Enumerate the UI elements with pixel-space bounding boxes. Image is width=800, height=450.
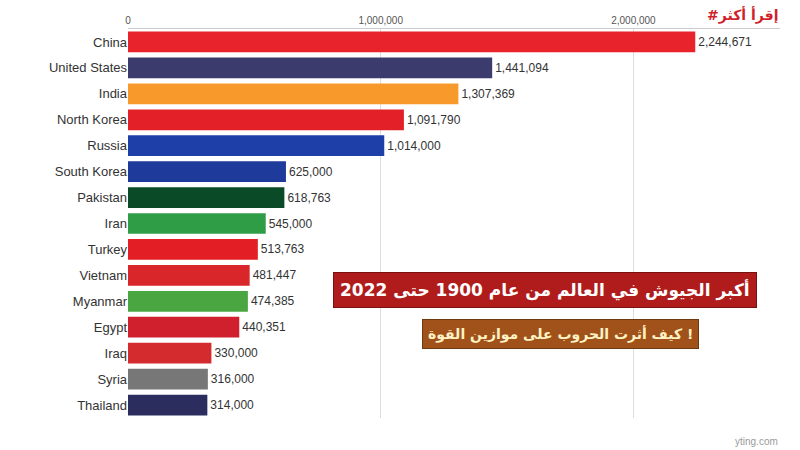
svg-text:316,000: 316,000 (211, 372, 255, 386)
svg-text:Turkey: Turkey (88, 242, 128, 257)
svg-text:625,000: 625,000 (289, 165, 333, 179)
svg-text:Myanmar: Myanmar (73, 294, 128, 309)
svg-text:Russia: Russia (87, 138, 128, 153)
svg-text:1,000,000: 1,000,000 (358, 15, 403, 26)
svg-text:United States: United States (49, 60, 128, 75)
svg-text:Pakistan: Pakistan (77, 190, 127, 205)
svg-text:1,014,000: 1,014,000 (387, 139, 441, 153)
svg-text:South Korea: South Korea (55, 164, 128, 179)
svg-text:yting.com: yting.com (735, 436, 778, 447)
svg-text:2,000,000: 2,000,000 (611, 15, 656, 26)
svg-text:Iran: Iran (105, 216, 127, 231)
svg-text:314,000: 314,000 (210, 398, 254, 412)
svg-text:330,000: 330,000 (214, 346, 258, 360)
svg-text:2,244,671: 2,244,671 (698, 35, 752, 49)
svg-text:كيف أثرت الحروب على موازين الق: كيف أثرت الحروب على موازين القوة ! (428, 325, 693, 343)
svg-text:0: 0 (125, 15, 131, 26)
svg-text:1,307,369: 1,307,369 (461, 87, 515, 101)
svg-text:North Korea: North Korea (57, 112, 128, 127)
svg-text:Iraq: Iraq (105, 346, 127, 361)
svg-text:545,000: 545,000 (269, 217, 313, 231)
svg-text:474,385: 474,385 (251, 294, 295, 308)
svg-text:China: China (93, 35, 128, 50)
svg-text:Syria: Syria (97, 372, 127, 387)
svg-text:أكبر الجيوش في العالم من عام 1: أكبر الجيوش في العالم من عام 1900 حتى 20… (340, 279, 750, 301)
svg-text:India: India (99, 86, 128, 101)
svg-text:1,091,790: 1,091,790 (407, 113, 461, 127)
svg-text:Egypt: Egypt (94, 320, 128, 335)
svg-text:Thailand: Thailand (77, 398, 127, 413)
svg-text:618,763: 618,763 (287, 191, 331, 205)
svg-text:Vietnam: Vietnam (80, 268, 127, 283)
svg-text:1,441,094: 1,441,094 (495, 61, 549, 75)
svg-text:481,447: 481,447 (253, 268, 297, 282)
svg-text:#إقرأ أكثر: #إقرأ أكثر (707, 6, 778, 24)
svg-text:513,763: 513,763 (261, 242, 305, 256)
svg-text:440,351: 440,351 (242, 320, 286, 334)
